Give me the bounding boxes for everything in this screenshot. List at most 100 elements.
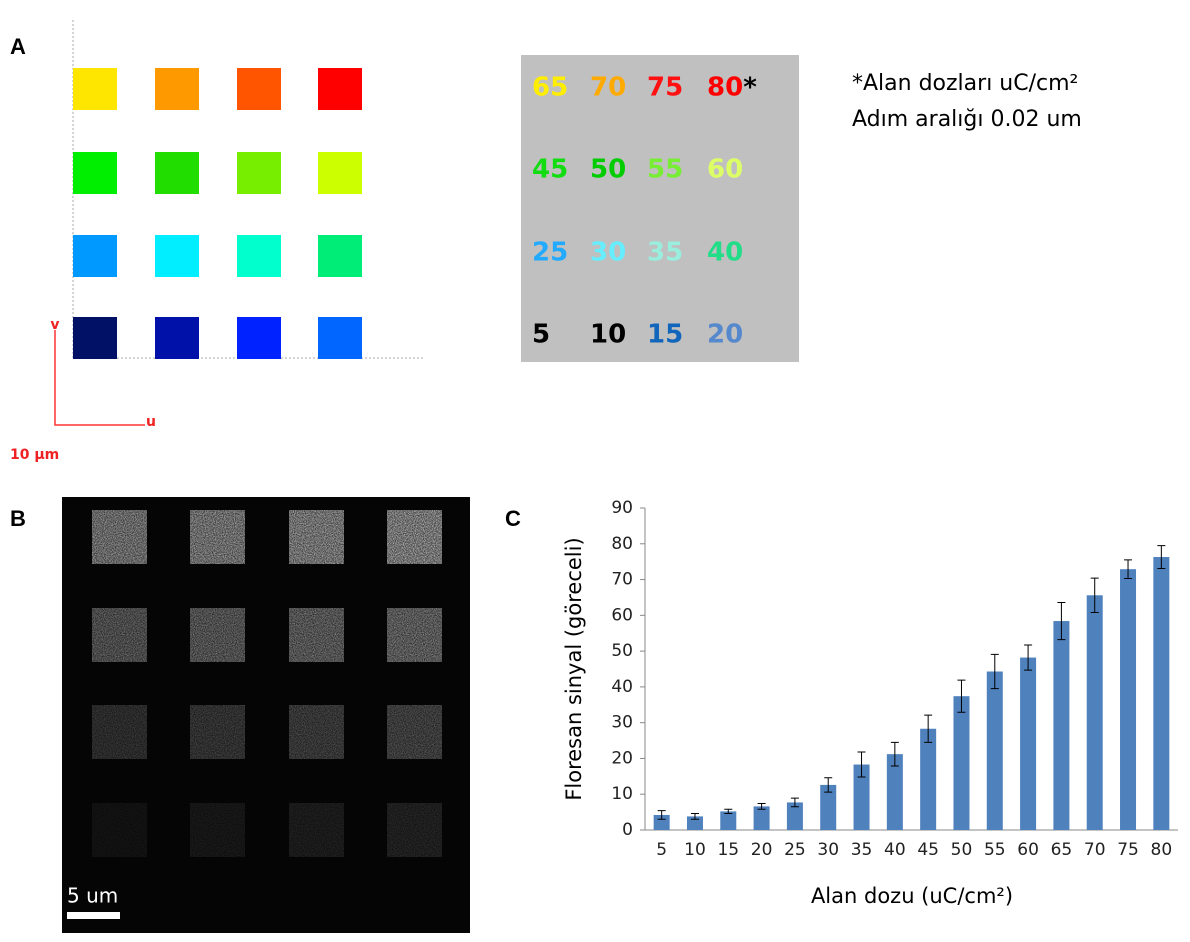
fluorescent-square: [387, 705, 442, 759]
bar: [987, 672, 1003, 830]
y-tick-label: 10: [611, 784, 633, 804]
dose-value: 65: [532, 73, 568, 103]
dose-value: 60: [707, 155, 743, 185]
x-tick-label: 65: [1051, 840, 1073, 860]
x-tick-label: 40: [884, 840, 906, 860]
x-tick-label: 5: [656, 840, 667, 860]
design-square: [237, 68, 281, 110]
x-tick-label: 30: [817, 840, 839, 860]
note: *Alan dozları uC/cm²: [852, 71, 1078, 96]
design-square: [318, 68, 362, 110]
bar: [1087, 595, 1103, 830]
note: Adım aralığı 0.02 um: [852, 107, 1082, 132]
fluorescent-square: [92, 608, 147, 662]
x-tick-label: 35: [851, 840, 873, 860]
dose-value: 50: [590, 155, 626, 185]
design-square: [237, 317, 281, 359]
fluorescent-square: [289, 803, 344, 857]
dose-value: 15: [647, 320, 683, 350]
dose-value: 30: [590, 238, 626, 268]
x-tick-label: 70: [1084, 840, 1106, 860]
fluorescent-square: [92, 705, 147, 759]
y-tick-label: 0: [622, 820, 633, 840]
design-square: [318, 317, 362, 359]
design-square: [318, 152, 362, 194]
design-square: [155, 235, 199, 277]
design-square: [237, 235, 281, 277]
dose-marker: *: [743, 73, 757, 103]
scale-bar: [67, 912, 120, 919]
y-tick-label: 80: [611, 534, 633, 554]
bar: [1120, 569, 1136, 830]
dose-value: 35: [647, 238, 683, 268]
dose-value: 45: [532, 155, 568, 185]
fluorescent-square: [190, 705, 245, 759]
fluorescent-square: [190, 803, 245, 857]
y-tick-label: 70: [611, 570, 633, 590]
x-tick-label: 60: [1017, 840, 1039, 860]
panel-label: C: [505, 506, 521, 531]
scale-label: 5 um: [67, 884, 118, 908]
fluorescent-square: [92, 803, 147, 857]
axis-letter: u: [146, 414, 156, 430]
x-tick-label: 75: [1117, 840, 1139, 860]
design-square: [318, 235, 362, 277]
axis-letter: v: [50, 317, 59, 333]
dose-value: 55: [647, 155, 683, 185]
fluorescent-square: [289, 608, 344, 662]
fluorescent-square: [387, 510, 442, 564]
fluorescent-square: [190, 510, 245, 564]
x-tick-label: 55: [984, 840, 1006, 860]
fluorescent-square: [289, 705, 344, 759]
y-tick-label: 90: [611, 498, 633, 518]
design-square: [73, 317, 117, 359]
design-square: [73, 68, 117, 110]
fluorescent-square: [387, 803, 442, 857]
design-square: [155, 152, 199, 194]
y-tick-label: 50: [611, 641, 633, 661]
x-tick-label: 10: [684, 840, 706, 860]
dose-value: 25: [532, 238, 568, 268]
bar: [920, 729, 936, 830]
y-axis-title: Floresan sinyal (göreceli): [562, 537, 586, 800]
x-tick-label: 25: [784, 840, 806, 860]
dose-value: 75: [647, 73, 683, 103]
bar-chart: Floresan sinyal (göreceli) Alan dozu (uC…: [562, 498, 1178, 908]
y-tick-label: 20: [611, 748, 633, 768]
bar: [720, 811, 736, 830]
bar: [1153, 557, 1169, 830]
x-tick-label: 80: [1151, 840, 1173, 860]
x-tick-label: 45: [917, 840, 939, 860]
fluorescent-square: [190, 608, 245, 662]
dose-value: 80: [707, 73, 743, 103]
bar: [1053, 621, 1069, 830]
design-square: [155, 317, 199, 359]
design-square: [73, 235, 117, 277]
y-tick-label: 40: [611, 677, 633, 697]
bar: [953, 696, 969, 830]
bar: [754, 806, 770, 830]
scale-label: 10 µm: [10, 447, 59, 463]
x-tick-label: 15: [717, 840, 739, 860]
dose-value: 10: [590, 320, 626, 350]
panel-label: B: [10, 506, 26, 531]
x-axis-title: Alan dozu (uC/cm²): [811, 884, 1013, 908]
y-tick-label: 60: [611, 605, 633, 625]
design-square: [155, 68, 199, 110]
design-square: [237, 152, 281, 194]
bar: [1020, 658, 1036, 830]
dose-value: 70: [590, 73, 626, 103]
design-squares: [73, 68, 362, 359]
dose-value: 5: [532, 320, 550, 350]
dose-value: 40: [707, 238, 743, 268]
design-square: [73, 152, 117, 194]
fluorescent-square: [289, 510, 344, 564]
x-tick-label: 20: [751, 840, 773, 860]
dose-value: 20: [707, 320, 743, 350]
x-tick-label: 50: [951, 840, 973, 860]
panel-label: A: [10, 34, 26, 59]
fluorescent-square: [92, 510, 147, 564]
y-tick-label: 30: [611, 713, 633, 733]
fluorescent-square: [387, 608, 442, 662]
figure: A B C v u 10 µm 65707580*455055602530354…: [0, 0, 1190, 938]
